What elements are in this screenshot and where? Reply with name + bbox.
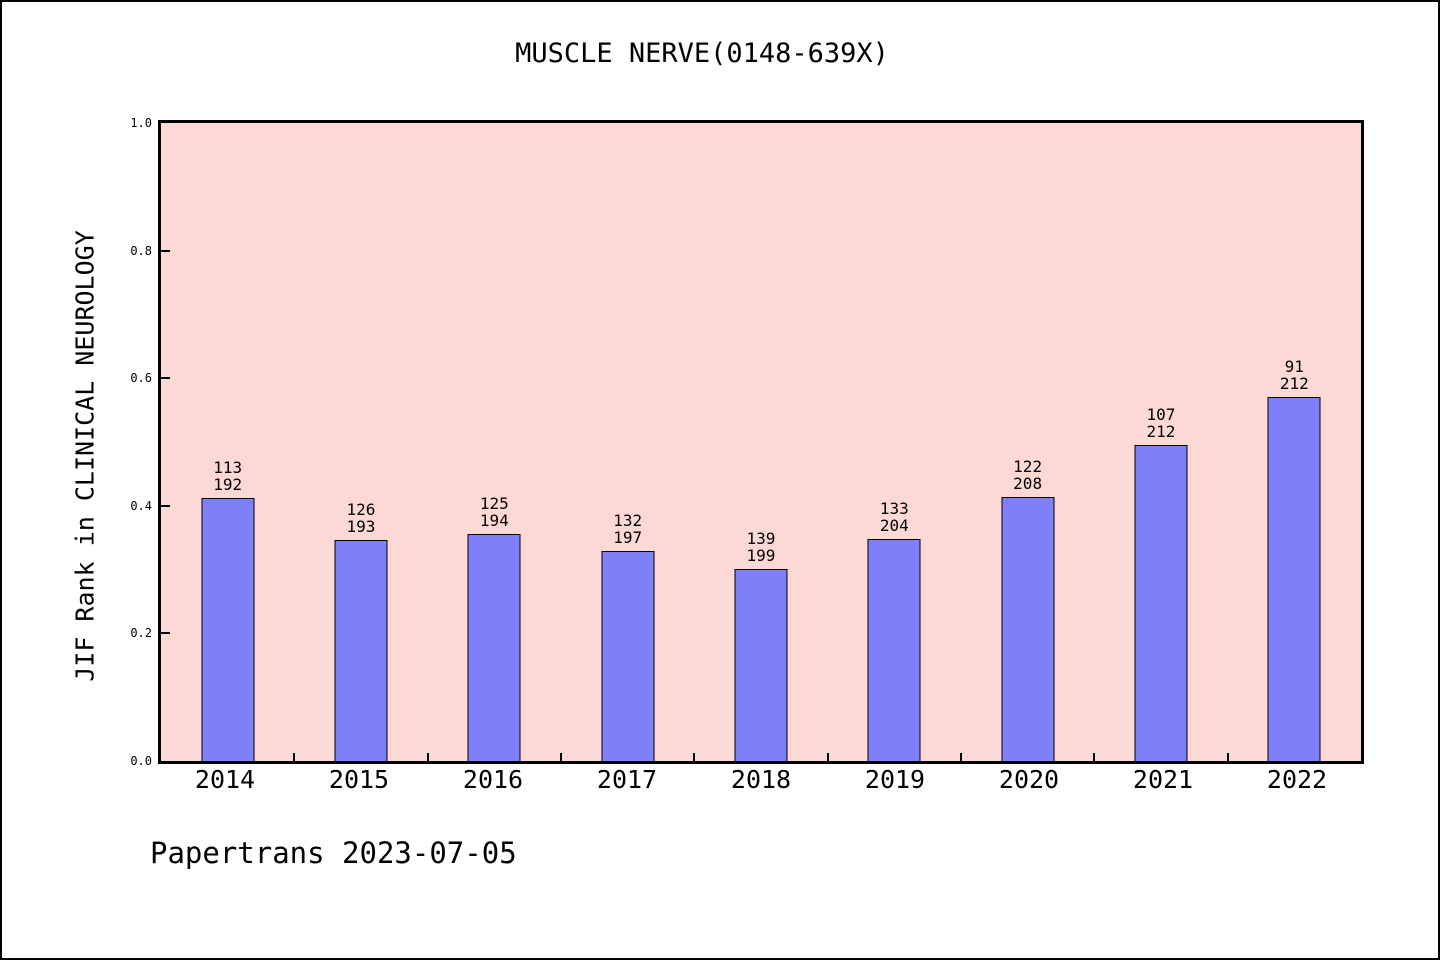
- footer-text: Papertrans 2023-07-05: [150, 836, 517, 870]
- bar-value-label-2016: 125 194: [428, 495, 561, 529]
- x-tick-mark: [1226, 753, 1229, 761]
- x-tick-label-2018: 2018: [730, 765, 792, 794]
- y-tick-label-0.4: 0.4: [130, 498, 152, 513]
- bar-rank-value: 113: [213, 458, 243, 478]
- bar-value-label-2021: 107 212: [1094, 406, 1227, 440]
- bar-slot-2018: 139 199: [694, 123, 827, 761]
- bar-total-value: 197: [613, 527, 643, 547]
- x-tick-label-2022: 2022: [1266, 765, 1328, 794]
- bar-slot-2022: 91 212: [1228, 123, 1361, 761]
- x-tick-mark: [960, 753, 962, 761]
- y-tick-mark: [161, 504, 170, 507]
- bar-slot-2015: 126 193: [294, 123, 427, 761]
- y-tick-label-0.6: 0.6: [130, 371, 152, 386]
- x-tick-label-2021: 2021: [1132, 765, 1194, 794]
- chart-title: MUSCLE NERVE(0148-639X): [515, 38, 889, 69]
- bar-2022: [1267, 396, 1321, 761]
- bar-rank-value: 107: [1146, 405, 1176, 424]
- y-tick-mark: [161, 632, 170, 635]
- bar-2019: [867, 538, 921, 761]
- bar-rank-value: 125: [479, 494, 509, 514]
- bar-total-value: 204: [879, 515, 909, 535]
- plot-area: 113 192 126 193 125 194 132 197 139 199 133 204 122 2…: [158, 120, 1364, 764]
- x-tick-mark: [693, 753, 696, 761]
- bar-total-value: 192: [213, 475, 243, 495]
- y-tick-mark: [161, 249, 170, 252]
- bar-value-label-2014: 113 192: [161, 459, 294, 493]
- bar-total-value: 212: [1279, 373, 1309, 393]
- bar-slot-2016: 125 194: [428, 123, 561, 761]
- bar-total-value: 212: [1146, 422, 1176, 441]
- y-tick-label-0.2: 0.2: [130, 626, 152, 641]
- bar-total-value: 194: [479, 511, 509, 531]
- bar-slot-2020: 122 208: [961, 123, 1094, 761]
- bar-rank-value: 133: [879, 498, 909, 518]
- x-tick-mark: [1093, 753, 1096, 761]
- x-tick-label-2019: 2019: [864, 765, 926, 794]
- bar-value-label-2019: 133 204: [828, 500, 961, 534]
- bar-slot-2021: 107 212: [1094, 123, 1227, 761]
- x-tick-mark: [293, 753, 296, 761]
- x-tick-mark: [826, 753, 829, 761]
- bar-2014: [201, 498, 255, 761]
- x-tick-label-2020: 2020: [998, 765, 1060, 794]
- bar-rank-value: 126: [346, 499, 376, 519]
- bar-2015: [334, 539, 388, 761]
- bar-2021: [1134, 445, 1188, 761]
- bar-2016: [467, 534, 521, 761]
- bar-value-label-2020: 122 208: [961, 458, 1094, 492]
- bar-total-value: 199: [746, 545, 776, 565]
- y-tick-label-1.0: 1.0: [130, 116, 152, 130]
- x-tick-label-2017: 2017: [596, 765, 658, 794]
- bar-value-label-2022: 91 212: [1228, 358, 1361, 392]
- x-axis: 2014 2015 2016 2017 2018 2019 2020 2021 2022: [158, 766, 1364, 794]
- x-tick-mark: [560, 753, 562, 761]
- bar-rank-value: 139: [746, 528, 776, 548]
- bar-series: 113 192 126 193 125 194 132 197 139 199 133 204 122 2…: [161, 123, 1361, 761]
- bar-slot-2017: 132 197: [561, 123, 694, 761]
- bar-rank-value: 122: [1013, 457, 1043, 477]
- x-tick-label-2014: 2014: [194, 765, 256, 794]
- y-tick-label-0.0: 0.0: [130, 754, 152, 768]
- x-tick-mark: [426, 753, 429, 761]
- bar-slot-2019: 133 204: [828, 123, 961, 761]
- bar-total-value: 193: [346, 516, 376, 536]
- bar-value-label-2015: 126 193: [294, 501, 427, 535]
- bar-2018: [734, 568, 788, 761]
- bar-2020: [1001, 497, 1055, 761]
- x-tick-label-2016: 2016: [462, 765, 524, 794]
- bar-total-value: 208: [1013, 474, 1043, 494]
- bar-rank-value: 91: [1284, 356, 1304, 376]
- bar-slot-2014: 113 192: [161, 123, 294, 761]
- bar-value-label-2017: 132 197: [561, 512, 694, 546]
- x-tick-label-2015: 2015: [328, 765, 390, 794]
- bar-2017: [601, 550, 655, 761]
- bar-value-label-2018: 139 199: [694, 530, 827, 564]
- y-tick-label-0.8: 0.8: [130, 243, 152, 258]
- y-tick-mark: [161, 377, 170, 380]
- y-axis: 0.0 0.2 0.4 0.6 0.8 1.0: [2, 116, 152, 768]
- bar-rank-value: 132: [613, 510, 643, 530]
